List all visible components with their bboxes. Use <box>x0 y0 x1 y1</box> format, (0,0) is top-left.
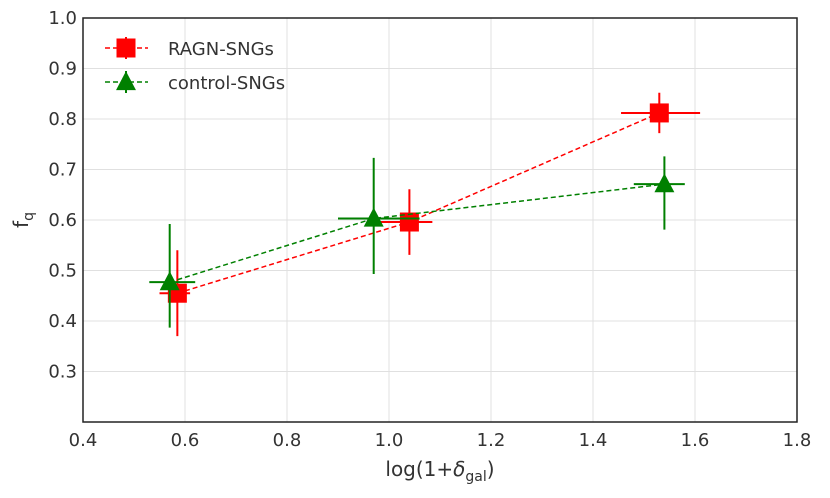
y-tick-label: 0.7 <box>48 160 77 181</box>
data-point <box>363 207 384 227</box>
y-tick-label: 0.8 <box>48 109 77 130</box>
y-tick-label: 0.6 <box>48 210 77 231</box>
legend-label: control-SNGs <box>168 73 285 94</box>
y-axis-label-subscript: q <box>21 212 37 221</box>
y-axis-label: fq <box>9 212 37 228</box>
legend-marker <box>116 71 136 91</box>
y-tick-label: 0.3 <box>48 362 77 383</box>
tick-labels: 0.4 0.6 0.8 1.0 1.2 1.4 1.6 1.8 0.3 0.4 0.5 0.6 0.7 0… <box>48 8 811 451</box>
x-tick-label: 1.8 <box>783 430 812 451</box>
legend-item: RAGN-SNGs <box>105 37 274 60</box>
x-axis-label-symbol: δ <box>453 457 465 481</box>
data-point <box>399 212 419 232</box>
x-tick-label: 1.4 <box>579 430 608 451</box>
y-tick-label: 0.9 <box>48 59 77 80</box>
series-1 <box>159 92 701 337</box>
x-axis-label-main: log(1+ <box>385 457 453 481</box>
legend-marker <box>116 38 136 58</box>
data-point <box>654 173 675 193</box>
x-tick-label: 0.8 <box>273 430 302 451</box>
legend-item: control-SNGs <box>105 71 285 94</box>
data-point <box>159 271 180 291</box>
x-axis-label: log(1+δgal) <box>385 457 494 485</box>
y-tick-label: 0.4 <box>48 311 77 332</box>
x-tick-label: 1.6 <box>681 430 710 451</box>
x-tick-label: 1.0 <box>375 430 404 451</box>
x-axis-label-subscript: gal <box>465 469 486 485</box>
data-point <box>649 103 669 123</box>
x-tick-label: 1.2 <box>477 430 506 451</box>
series-line <box>169 183 665 283</box>
x-tick-label: 0.6 <box>171 430 200 451</box>
y-axis-label-main: f <box>9 220 33 228</box>
y-tick-label: 0.5 <box>48 261 77 282</box>
series-2 <box>149 156 685 328</box>
legend: RAGN-SNGs control-SNGs <box>105 37 285 94</box>
plot-frame <box>82 17 798 423</box>
x-axis-label-close: ) <box>487 457 495 481</box>
legend-label: RAGN-SNGs <box>168 39 274 60</box>
series-layer <box>149 92 701 337</box>
x-tick-label: 0.4 <box>69 430 98 451</box>
y-tick-label: 1.0 <box>48 8 77 29</box>
